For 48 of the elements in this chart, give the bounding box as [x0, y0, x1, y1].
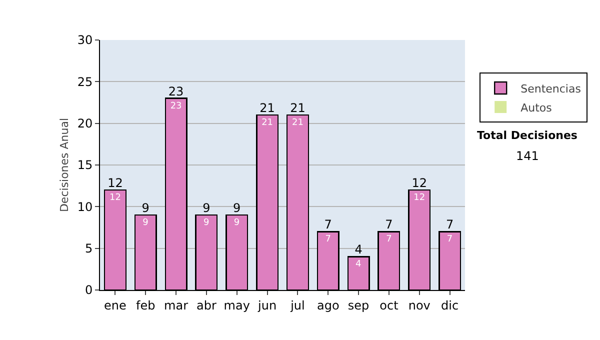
x-tick-label: nov — [408, 298, 430, 312]
data-label: 23 — [170, 101, 182, 112]
y-tick-label: 30 — [77, 33, 93, 48]
data-label: 7 — [386, 234, 392, 245]
y-tick-label: 5 — [84, 242, 93, 256]
x-tick-label: jul — [290, 298, 305, 312]
x-tick-label: feb — [136, 298, 156, 312]
total-label: 4 — [354, 242, 362, 257]
y-tick-label: 0 — [84, 283, 93, 298]
total-label: 23 — [168, 84, 184, 98]
x-tick-label: jun — [257, 298, 277, 312]
x-tick-label: ene — [104, 298, 126, 312]
data-label: 9 — [203, 218, 210, 228]
data-label: 4 — [356, 260, 362, 270]
data-label: 7 — [446, 234, 453, 245]
total-label: 9 — [233, 201, 241, 215]
data-label: 9 — [142, 218, 149, 228]
total-label: 9 — [202, 201, 210, 215]
legend-label: Autos — [520, 101, 552, 114]
total-label: 7 — [446, 218, 454, 232]
x-tick-label: mar — [164, 298, 188, 312]
x-tick-label: may — [224, 298, 250, 312]
total-label: 21 — [290, 101, 306, 115]
total-label: 7 — [385, 218, 393, 232]
total-label: 12 — [412, 176, 428, 190]
x-tick-label: sep — [348, 298, 370, 312]
y-tick-label: 20 — [77, 116, 93, 131]
y-tick-label: 25 — [77, 74, 93, 89]
text: Total Decisiones — [477, 129, 578, 142]
x-tick-label: dic — [441, 298, 459, 312]
y-tick-label: 10 — [77, 200, 93, 214]
x-tick-label: oct — [380, 298, 399, 312]
x-tick-label: abr — [196, 298, 216, 312]
x-tick-label: ago — [316, 298, 340, 312]
total-label: 12 — [108, 176, 123, 190]
y-axis-title: Decisiones Anual — [58, 118, 71, 212]
data-label: 9 — [234, 218, 240, 228]
data-label: 12 — [109, 193, 121, 203]
data-label: 21 — [262, 118, 274, 128]
y-tick-label: 15 — [77, 158, 93, 172]
legend-label: Sentencias — [520, 82, 582, 96]
total-label: 21 — [260, 101, 275, 115]
total-label: 9 — [142, 201, 150, 215]
data-label: 7 — [325, 234, 331, 245]
total-label: 7 — [324, 218, 332, 232]
data-label: 12 — [414, 193, 426, 203]
data-label: 21 — [292, 118, 304, 128]
text: 141 — [516, 149, 539, 163]
